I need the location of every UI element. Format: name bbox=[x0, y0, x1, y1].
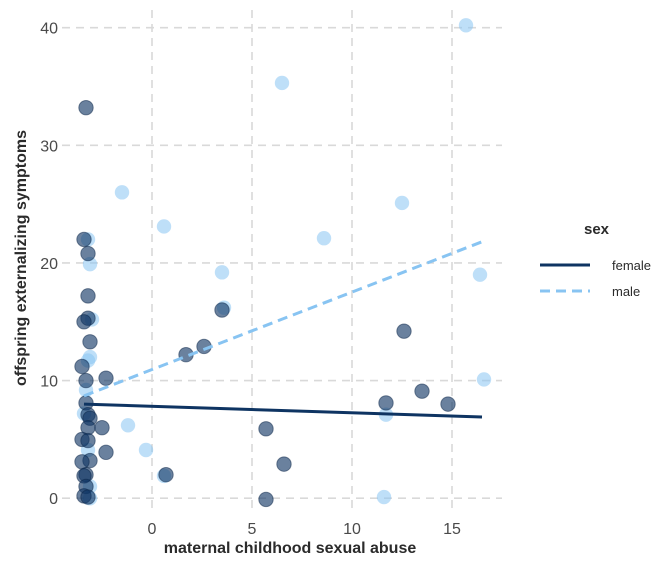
trend-line-female bbox=[83, 402, 483, 419]
data-points bbox=[74, 18, 492, 508]
legend-label-female: female bbox=[612, 258, 651, 273]
data-point-female bbox=[414, 383, 430, 399]
data-point-female bbox=[82, 334, 98, 350]
data-point-female bbox=[258, 421, 274, 437]
data-point-female bbox=[98, 370, 114, 386]
data-point-female bbox=[440, 396, 456, 412]
data-point-male bbox=[472, 267, 488, 282]
data-point-male bbox=[394, 195, 410, 211]
data-point-male bbox=[316, 231, 332, 246]
data-point-female bbox=[80, 489, 96, 505]
data-point-female bbox=[378, 395, 394, 411]
data-point-female bbox=[80, 432, 96, 449]
data-point-female bbox=[78, 372, 94, 389]
y-tick-label: 20 bbox=[40, 256, 58, 273]
x-tick-label: 10 bbox=[343, 521, 361, 538]
data-point-female bbox=[94, 419, 110, 436]
legend-title: sex bbox=[584, 221, 610, 238]
data-point-female bbox=[98, 444, 114, 461]
data-point-male bbox=[274, 75, 290, 91]
data-point-female bbox=[276, 456, 292, 472]
legend-label-male: male bbox=[612, 284, 640, 299]
y-axis-title: offspring externalizing symptoms bbox=[13, 130, 30, 386]
x-tick-label: 5 bbox=[248, 521, 257, 538]
data-point-male bbox=[114, 185, 130, 200]
y-tick-label: 40 bbox=[40, 21, 58, 38]
data-point-female bbox=[214, 302, 230, 318]
data-point-male bbox=[138, 442, 154, 458]
x-axis-title: maternal childhood sexual abuse bbox=[164, 540, 417, 557]
data-point-female bbox=[76, 314, 92, 330]
data-point-female bbox=[74, 358, 90, 375]
data-point-female bbox=[80, 288, 96, 304]
data-point-male bbox=[376, 489, 392, 505]
data-point-female bbox=[158, 467, 174, 483]
data-point-female bbox=[76, 231, 92, 248]
data-point-female bbox=[258, 491, 274, 508]
data-point-male bbox=[214, 265, 230, 280]
x-tick-label: 0 bbox=[148, 521, 157, 538]
legend: sex female male bbox=[540, 221, 651, 299]
y-tick-label: 10 bbox=[40, 374, 58, 391]
data-point-female bbox=[396, 323, 412, 339]
data-point-male bbox=[458, 18, 474, 33]
data-point-male bbox=[120, 418, 136, 433]
data-point-female bbox=[74, 454, 90, 470]
y-tick-label: 30 bbox=[40, 138, 58, 155]
axis-ticks: 0 5 10 15 0 10 20 30 40 bbox=[40, 21, 461, 538]
trend-line-male bbox=[83, 240, 483, 398]
data-point-male bbox=[156, 219, 172, 234]
x-tick-label: 15 bbox=[443, 521, 461, 538]
data-point-female bbox=[78, 99, 94, 116]
trend-lines bbox=[83, 240, 483, 419]
data-point-male bbox=[476, 372, 492, 387]
data-point-female bbox=[80, 245, 96, 262]
y-tick-label: 0 bbox=[49, 491, 58, 508]
